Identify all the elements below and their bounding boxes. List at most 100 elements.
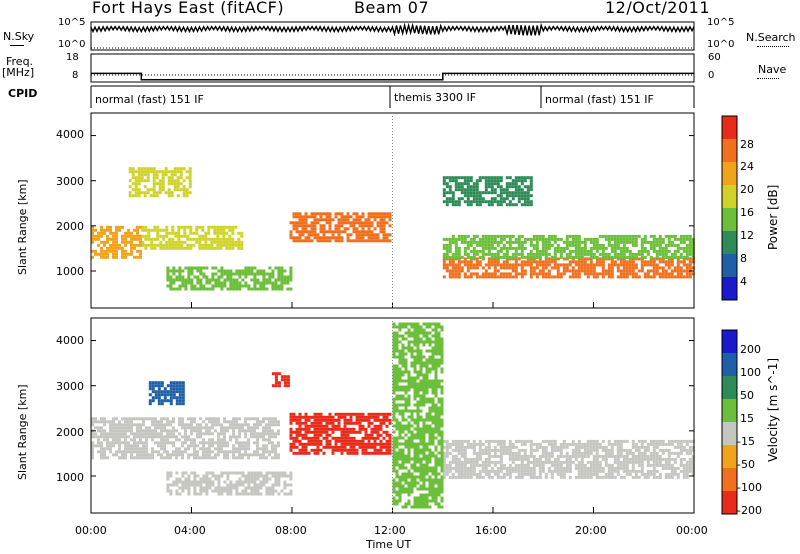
- power-cell: [577, 246, 581, 250]
- velocity-cell: [392, 406, 396, 410]
- power-cell: [139, 234, 142, 238]
- velocity-cell: [413, 355, 417, 359]
- velocity-cell: [416, 349, 420, 353]
- velocity-cell: [404, 322, 408, 326]
- velocity-cell: [565, 460, 569, 464]
- power-cell: [176, 185, 180, 189]
- velocity-cell: [457, 469, 461, 473]
- velocity-cell: [595, 457, 599, 461]
- power-cell: [691, 272, 695, 276]
- velocity-cell: [166, 420, 169, 424]
- velocity-cell: [610, 454, 614, 458]
- power-cell: [478, 260, 482, 264]
- power-cell: [158, 182, 162, 186]
- velocity-cell: [670, 475, 674, 479]
- power-cell: [604, 246, 608, 250]
- velocity-cell: [268, 435, 271, 439]
- velocity-cell: [610, 472, 614, 476]
- power-cell: [226, 269, 230, 273]
- power-cell: [376, 233, 380, 237]
- velocity-cell: [589, 475, 593, 479]
- velocity-cell: [196, 456, 199, 460]
- velocity-cell: [163, 417, 166, 421]
- velocity-cell: [574, 445, 578, 449]
- power-cell: [490, 246, 494, 250]
- power-cell: [577, 249, 581, 253]
- power-cell: [152, 167, 156, 171]
- velocity-cell: [292, 442, 296, 446]
- power-cell: [583, 246, 587, 250]
- power-cell: [195, 225, 199, 229]
- power-cell: [207, 231, 211, 235]
- velocity-cell: [178, 453, 181, 457]
- velocity-cell: [466, 469, 470, 473]
- power-cell: [304, 212, 308, 216]
- velocity-cell: [322, 445, 326, 449]
- velocity-cell: [274, 450, 277, 454]
- power-cell: [454, 275, 458, 279]
- power-cell: [577, 269, 581, 273]
- power-cell: [472, 188, 476, 192]
- power-cell: [158, 191, 162, 195]
- power-cell: [442, 176, 446, 180]
- velocity-cell: [658, 439, 662, 443]
- velocity-cell: [193, 474, 197, 478]
- velocity-cell: [422, 457, 426, 461]
- power-cell: [454, 200, 458, 204]
- velocity-cell: [595, 475, 599, 479]
- velocity-cell: [169, 432, 172, 436]
- velocity-cell: [472, 448, 476, 452]
- velocity-cell: [103, 450, 106, 454]
- power-cell: [193, 287, 197, 291]
- velocity-cell: [208, 471, 212, 475]
- velocity-cell: [395, 388, 399, 392]
- power-cell: [451, 260, 455, 264]
- velocity-cell: [454, 466, 458, 470]
- power-cell: [457, 246, 461, 250]
- velocity-cell: [511, 451, 515, 455]
- velocity-cell: [454, 445, 458, 449]
- velocity-cell: [431, 454, 435, 458]
- power-cell: [219, 237, 223, 241]
- velocity-cell: [559, 466, 563, 470]
- velocity-cell: [154, 390, 158, 394]
- power-cell: [262, 284, 266, 288]
- velocity-cell: [175, 384, 179, 388]
- velocity-cell: [422, 355, 426, 359]
- power-cell: [325, 218, 329, 222]
- velocity-cell: [508, 472, 512, 476]
- power-cell: [643, 260, 647, 264]
- power-cell: [595, 243, 599, 247]
- velocity-cell: [289, 418, 293, 422]
- power-cell: [691, 240, 695, 244]
- velocity-cell: [175, 387, 179, 391]
- power-cell: [496, 203, 500, 207]
- power-cell: [634, 255, 638, 259]
- velocity-cell: [367, 412, 371, 416]
- power-cell: [523, 200, 527, 204]
- velocity-cell: [448, 466, 452, 470]
- velocity-cell: [175, 492, 179, 496]
- power-cell: [550, 266, 554, 270]
- power-cell: [225, 237, 229, 241]
- power-cell: [625, 275, 629, 279]
- velocity-cell: [265, 438, 268, 442]
- velocity-cell: [445, 439, 449, 443]
- velocity-cell: [232, 486, 236, 490]
- velocity-cell: [343, 442, 347, 446]
- velocity-cell: [592, 472, 596, 476]
- velocity-cell: [592, 466, 596, 470]
- velocity-cell: [130, 444, 133, 448]
- velocity-cell: [238, 471, 242, 475]
- velocity-cell: [398, 427, 402, 431]
- velocity-cell: [398, 490, 402, 494]
- power-cell: [373, 239, 377, 243]
- velocity-cell: [136, 426, 139, 430]
- velocity-cell: [169, 384, 173, 388]
- velocity-cell: [526, 472, 530, 476]
- power-cell: [463, 237, 467, 241]
- velocity-cell: [298, 415, 302, 419]
- power-cell: [556, 269, 560, 273]
- power-cell: [463, 188, 467, 192]
- power-cell: [289, 221, 293, 225]
